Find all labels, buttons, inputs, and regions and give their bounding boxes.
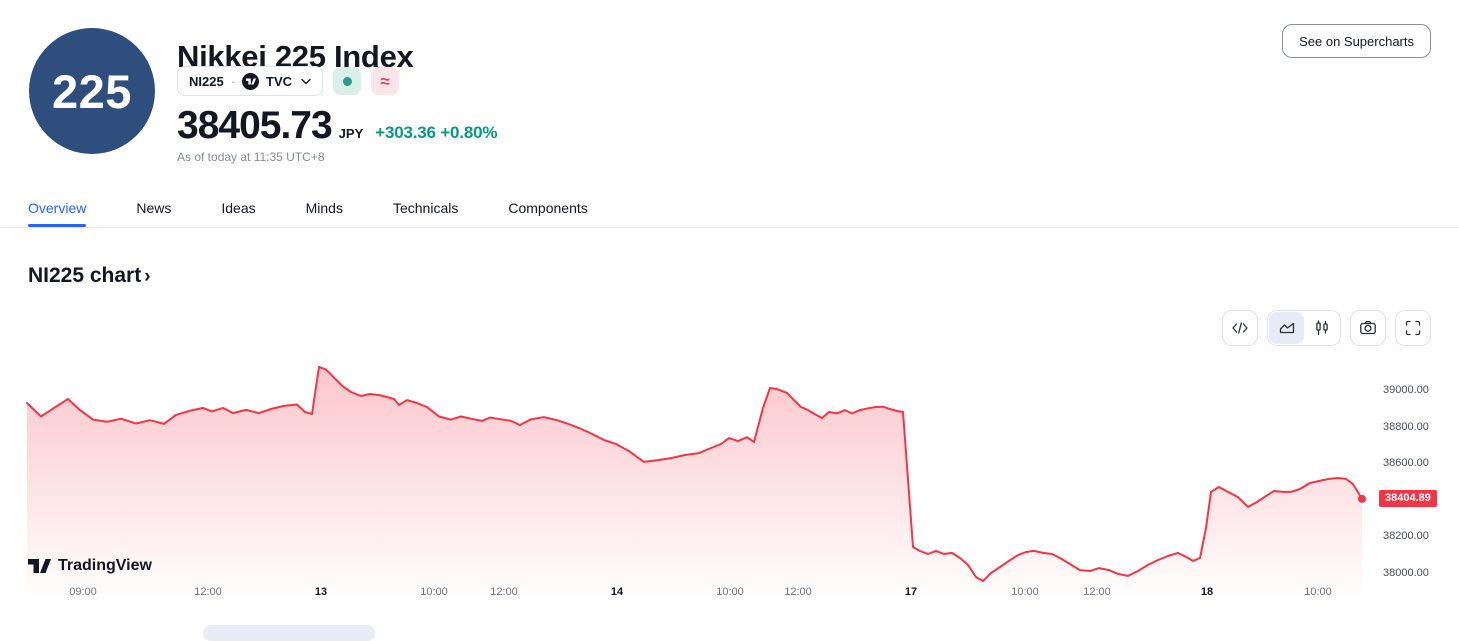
tradingview-exchange-icon <box>242 72 260 90</box>
fullscreen-icon <box>1405 320 1421 336</box>
candlestick-chart-button[interactable] <box>1304 312 1339 344</box>
symbol-selector[interactable]: NI225 · TVC <box>177 66 324 96</box>
approximation-button[interactable]: ≈ <box>371 67 400 95</box>
price-axis-label: 38600.00 <box>1383 457 1429 469</box>
area-fill <box>27 366 1362 595</box>
last-price: 38405.73 <box>177 104 333 147</box>
tradingview-attribution[interactable]: TradingView <box>28 557 152 575</box>
range-selector-peek[interactable] <box>203 625 375 641</box>
tradingview-logo-text: TradingView <box>58 557 152 574</box>
code-icon <box>1232 322 1248 334</box>
time-axis-label: 10:00 <box>716 586 744 598</box>
nikkei-225-logo: 225 <box>29 28 155 154</box>
time-axis[interactable]: 09:00 12:00 13 10:00 12:00 14 10:00 12:00 17 10:0… <box>0 586 1372 602</box>
price-axis[interactable]: 38404.89 39000.00 38800.00 38600.00 38200.0… <box>1372 355 1458 595</box>
symbol-ticker: NI225 <box>189 73 224 89</box>
time-axis-label: 09:00 <box>69 586 97 598</box>
price-axis-label: 38800.00 <box>1383 421 1429 433</box>
time-axis-label: 10:00 <box>420 586 448 598</box>
price-change: +303.36 +0.80% <box>375 123 498 142</box>
market-open-dot-icon <box>342 76 352 86</box>
last-price-badge: 38404.89 <box>1379 490 1437 507</box>
chart-section-link[interactable]: NI225 chart › <box>28 264 151 288</box>
price-row: 38405.73 JPY +303.36 +0.80% <box>177 104 497 148</box>
separator-dot: · <box>230 73 236 89</box>
price-area-chart[interactable] <box>0 355 1372 595</box>
area-chart-icon <box>1279 322 1294 334</box>
exchange-label: TVC <box>266 73 293 89</box>
chart-type-switcher <box>1267 310 1341 346</box>
price-axis-label: 39000.00 <box>1383 384 1429 396</box>
tradingview-logo-icon <box>28 559 51 573</box>
tab-ideas[interactable]: Ideas <box>221 200 256 216</box>
section-tabs: Overview News Ideas Minds Technicals Componen… <box>28 200 588 227</box>
chart-toolbar <box>1222 310 1431 346</box>
chevron-down-icon <box>301 78 311 85</box>
market-status-button[interactable] <box>333 67 362 95</box>
time-axis-day-label: 17 <box>904 586 918 598</box>
price-axis-label: 38000.00 <box>1383 567 1429 579</box>
chevron-right-icon: › <box>144 265 151 287</box>
currency-label: JPY <box>338 126 364 141</box>
time-axis-label: 12:00 <box>194 586 222 598</box>
as-of-timestamp: As of today at 11:35 UTC+8 <box>177 150 325 164</box>
time-axis-day-label: 14 <box>610 586 624 598</box>
tab-overview[interactable]: Overview <box>28 200 87 227</box>
price-line <box>26 365 1363 583</box>
price-axis-label: 38200.00 <box>1383 530 1429 542</box>
chart-section-title: NI225 chart <box>28 264 142 287</box>
time-axis-label: 12:00 <box>1083 586 1111 598</box>
logo-text: 225 <box>52 64 132 118</box>
camera-icon <box>1360 320 1376 335</box>
screenshot-button[interactable] <box>1350 310 1386 346</box>
code-button[interactable] <box>1222 310 1258 346</box>
tab-components[interactable]: Components <box>508 200 588 216</box>
tab-technicals[interactable]: Technicals <box>392 200 459 216</box>
tab-minds[interactable]: Minds <box>305 200 343 216</box>
time-axis-day-label: 13 <box>314 586 328 598</box>
time-axis-label: 10:00 <box>1304 586 1332 598</box>
time-axis-label: 12:00 <box>490 586 518 598</box>
see-on-supercharts-button[interactable]: See on Supercharts <box>1282 24 1431 58</box>
candlestick-icon <box>1315 320 1328 336</box>
approx-icon: ≈ <box>380 71 390 91</box>
tab-news[interactable]: News <box>136 200 172 216</box>
time-axis-label: 10:00 <box>1011 586 1039 598</box>
tabs-divider <box>0 227 1458 228</box>
area-chart-button[interactable] <box>1269 312 1304 344</box>
time-axis-day-label: 18 <box>1200 586 1214 598</box>
symbol-badge-row: NI225 · TVC ≈ <box>177 66 400 96</box>
time-axis-label: 12:00 <box>784 586 812 598</box>
last-price-dot <box>1358 494 1366 503</box>
fullscreen-button[interactable] <box>1395 310 1431 346</box>
